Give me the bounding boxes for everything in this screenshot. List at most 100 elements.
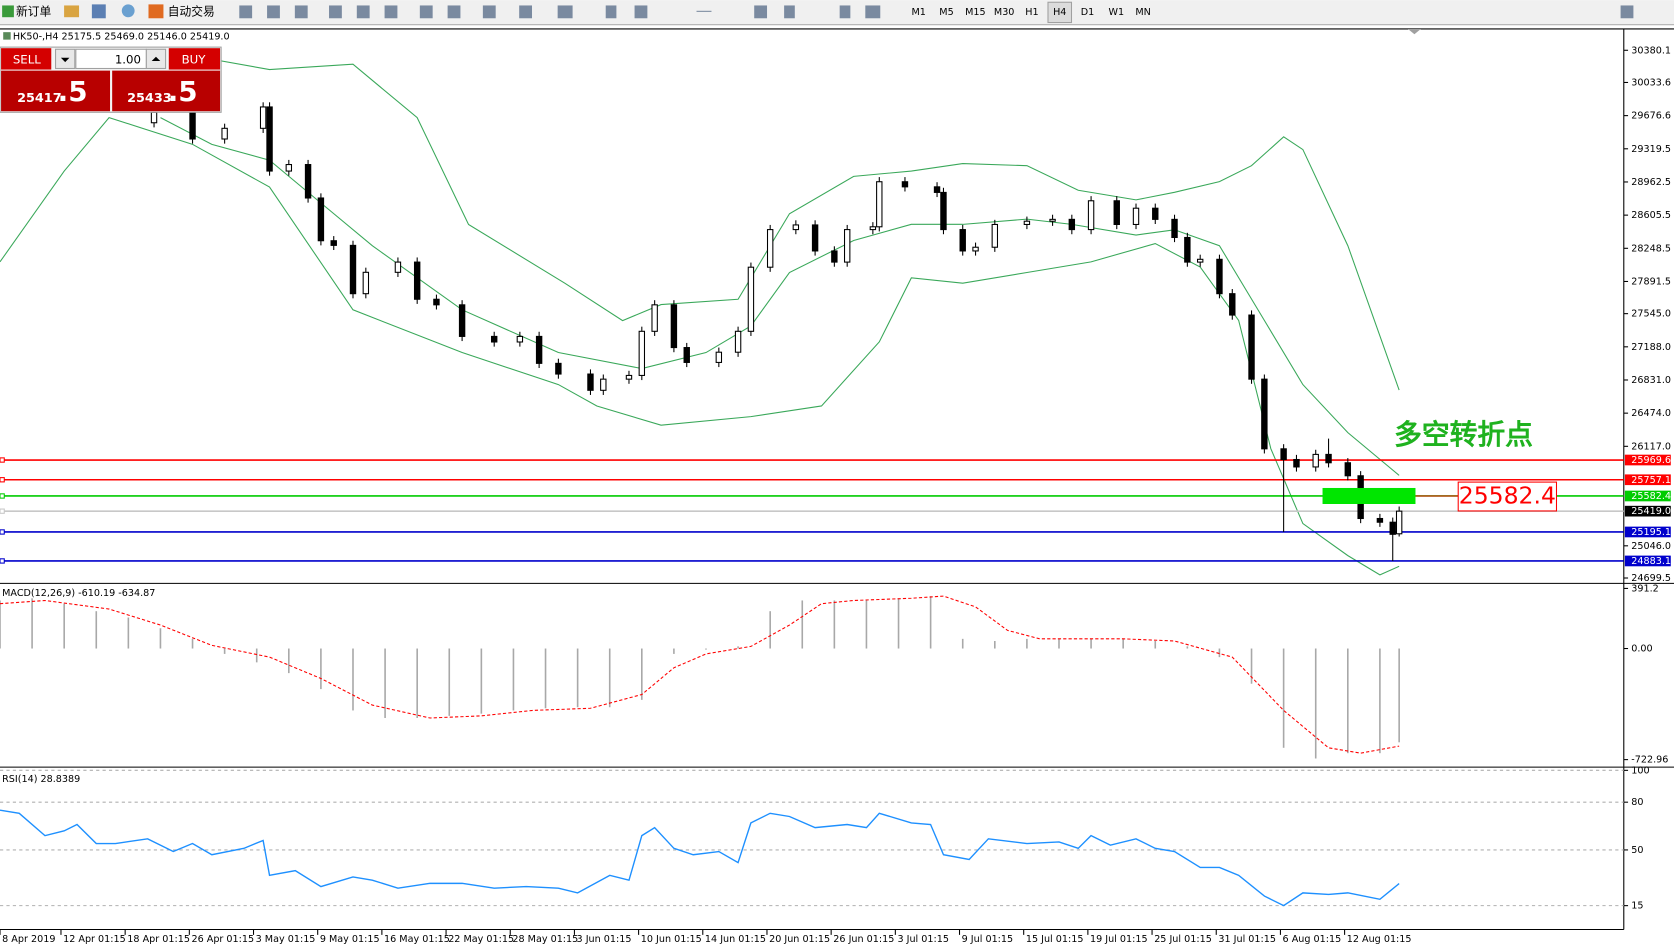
timeframe-button[interactable]: M15 [965, 7, 986, 18]
timeframe-button[interactable]: W1 [1109, 7, 1125, 18]
icon[interactable] [91, 4, 106, 19]
icon[interactable] [839, 5, 851, 19]
ask-frac[interactable]: .5 [168, 75, 198, 108]
candle-body [715, 351, 723, 363]
x-tick-label: 19 Jul 01:15 [1090, 934, 1148, 945]
candle-body [587, 373, 594, 391]
candle-body [734, 330, 742, 353]
candle-body [625, 374, 633, 380]
volume[interactable]: 1.00 [115, 52, 141, 66]
timeframe-button[interactable]: M30 [994, 7, 1015, 18]
price-line-handle [0, 493, 5, 499]
timeframe-button[interactable]: H1 [1025, 7, 1038, 18]
price-line-handle [0, 457, 5, 463]
candle-body [1293, 458, 1300, 468]
chart-window: HK50-,H4 25175.5 25469.0 25146.0 25419.0… [0, 28, 1674, 945]
timeframe-button[interactable]: MN [1135, 7, 1150, 18]
chart-title: HK50-,H4 25175.5 25469.0 25146.0 25419.0 [13, 31, 230, 42]
y-tick-label: 27188.0 [1631, 342, 1671, 353]
toolbar: 新订单 自动交易 M1 M5 M15 M30 H1 H4 D [0, 0, 1674, 26]
candle-body [317, 197, 325, 242]
icon[interactable] [64, 5, 80, 18]
icon[interactable] [447, 5, 461, 19]
timeframe-button[interactable]: M5 [939, 7, 953, 18]
signal-line [0, 595, 1400, 754]
turning-point-label: 多空转折点 [1394, 418, 1533, 451]
icon[interactable] [384, 5, 398, 19]
y-tick-label: 30380.1 [1631, 45, 1671, 56]
candle-body [766, 229, 774, 268]
icon[interactable] [557, 5, 573, 19]
candle-body [811, 224, 819, 252]
candle-body [869, 226, 877, 231]
price-label-box [1624, 505, 1671, 517]
timeframes: M1 M5 M15 M30 H1 H4 D1 W1 MN [912, 7, 1151, 18]
timeframe-button[interactable]: M1 [912, 7, 926, 18]
buy-button[interactable] [168, 48, 221, 70]
new-order[interactable]: 新订单 [16, 4, 51, 18]
candle-body [1389, 521, 1396, 535]
icon[interactable] [865, 5, 881, 19]
icon[interactable] [419, 5, 433, 19]
candle-body [670, 304, 678, 349]
candle-body [747, 266, 755, 332]
candle-body [1248, 314, 1255, 380]
candle-body [1344, 462, 1352, 477]
icon[interactable] [239, 5, 253, 19]
price-label-box [1624, 526, 1671, 538]
ask-main[interactable]: 25433 [127, 91, 172, 106]
rsi-title: RSI(14) 28.8389 [2, 774, 80, 785]
y-tick-label: 30033.6 [1631, 77, 1671, 88]
y-tick-label: 24699.5 [1631, 573, 1671, 584]
timeframe-button[interactable]: D1 [1081, 7, 1095, 18]
candle-body [1068, 218, 1076, 231]
price-label-box [1624, 490, 1671, 502]
x-tick-label: 14 Jun 01:15 [705, 934, 766, 945]
y-tick-label: 26831.0 [1631, 375, 1671, 386]
y-tick-label: 28248.5 [1631, 243, 1671, 254]
y-tick-label: 29319.5 [1631, 144, 1671, 155]
auto-trading[interactable]: 自动交易 [168, 4, 215, 18]
y-tick-label: 391.2 [1631, 583, 1659, 594]
bid-main[interactable]: 25417 [17, 91, 62, 106]
icon[interactable] [294, 5, 308, 19]
candle-body [638, 330, 646, 376]
macd-title: MACD(12,26,9) -610.19 -634.87 [2, 588, 155, 599]
bid-frac[interactable]: .5 [58, 75, 88, 108]
rsi-line [0, 809, 1400, 907]
icon[interactable] [754, 5, 768, 19]
icon[interactable] [356, 5, 370, 19]
candle-body [285, 164, 293, 172]
candle-body [1132, 207, 1140, 226]
price-label: 25582.4 [1631, 491, 1671, 502]
icon[interactable] [1620, 5, 1634, 19]
ask-box[interactable] [112, 70, 221, 112]
bid-box[interactable] [1, 70, 111, 112]
candle-body [535, 335, 543, 364]
candle-body [940, 191, 947, 231]
x-tick-label: 28 May 01:15 [512, 934, 578, 945]
x-tick-label: 3 May 01:15 [256, 934, 316, 945]
icon[interactable] [634, 5, 648, 19]
buy-label[interactable]: BUY [182, 52, 207, 66]
candle-body [555, 362, 562, 375]
sell-label[interactable]: SELL [13, 52, 41, 66]
icon[interactable] [121, 4, 135, 18]
sell-button[interactable] [1, 48, 52, 70]
candle-body [394, 261, 402, 273]
icon[interactable] [482, 5, 496, 19]
icon[interactable] [329, 5, 342, 19]
candle-body [221, 127, 228, 140]
candle-body [972, 246, 979, 252]
icon[interactable] [696, 10, 712, 12]
timeframe-button[interactable]: H4 [1053, 7, 1066, 18]
icon[interactable] [267, 5, 280, 19]
icon[interactable] [784, 5, 795, 19]
icon [3, 32, 11, 40]
candle-body [1196, 258, 1204, 263]
candle-body [516, 335, 524, 343]
icon[interactable] [605, 5, 617, 19]
icon[interactable] [519, 5, 533, 19]
icon[interactable] [148, 4, 164, 19]
